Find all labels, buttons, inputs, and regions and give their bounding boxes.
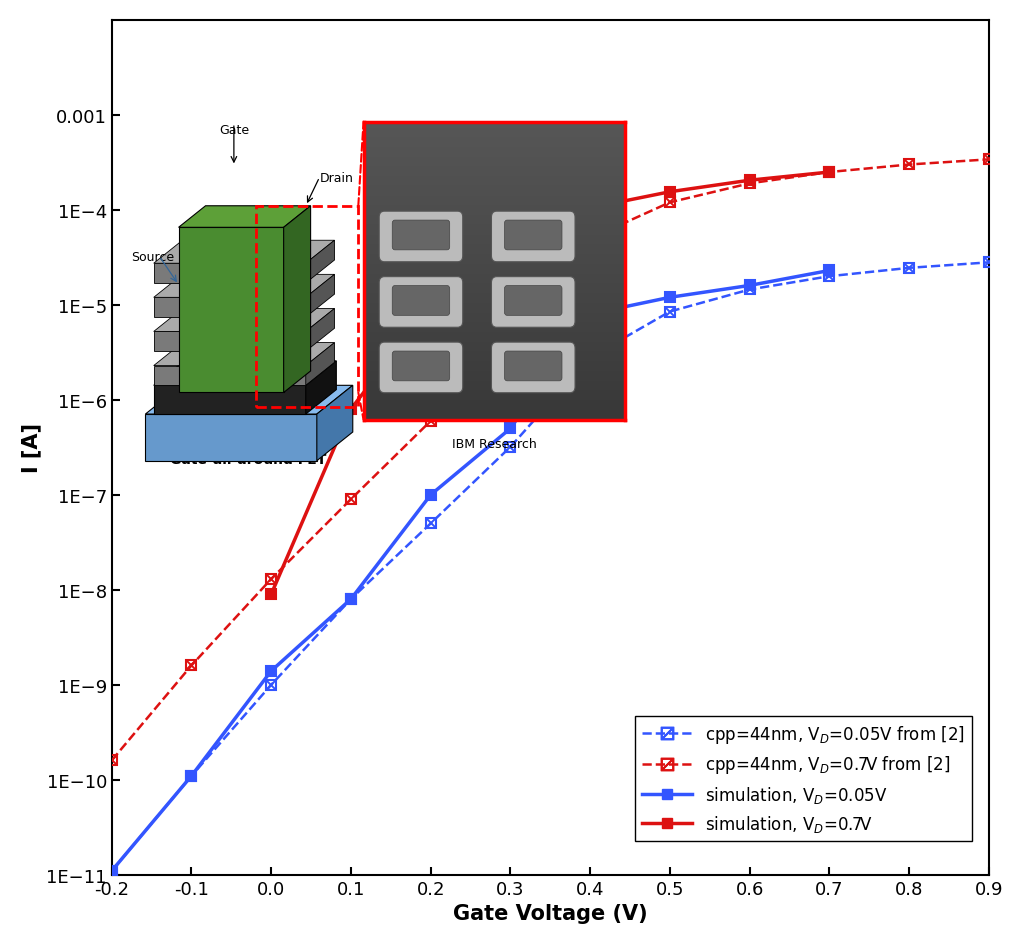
Polygon shape: [306, 309, 335, 352]
FancyBboxPatch shape: [379, 212, 463, 262]
Text: Gate-all-around FET: Gate-all-around FET: [170, 452, 326, 466]
FancyBboxPatch shape: [492, 278, 575, 328]
Polygon shape: [306, 241, 335, 283]
FancyBboxPatch shape: [492, 343, 575, 394]
FancyBboxPatch shape: [492, 212, 575, 262]
X-axis label: Gate Voltage (V): Gate Voltage (V): [453, 903, 647, 923]
Polygon shape: [178, 207, 310, 228]
Polygon shape: [154, 362, 336, 386]
Legend: cpp=44nm, V$_D$=0.05V from [2], cpp=44nm, V$_D$=0.7V from [2], simulation, V$_D$: cpp=44nm, V$_D$=0.05V from [2], cpp=44nm…: [636, 716, 972, 841]
FancyBboxPatch shape: [379, 278, 463, 328]
Polygon shape: [154, 298, 306, 318]
Polygon shape: [306, 362, 336, 414]
Text: Source: Source: [131, 250, 175, 263]
Polygon shape: [306, 344, 335, 386]
Polygon shape: [154, 332, 306, 352]
Polygon shape: [145, 414, 316, 462]
FancyBboxPatch shape: [505, 352, 562, 381]
FancyBboxPatch shape: [392, 221, 450, 250]
Y-axis label: I [A]: I [A]: [20, 423, 41, 473]
Polygon shape: [316, 386, 352, 462]
FancyBboxPatch shape: [392, 286, 450, 316]
Polygon shape: [154, 241, 335, 264]
Polygon shape: [154, 275, 335, 298]
Text: Gate: Gate: [219, 124, 249, 137]
Polygon shape: [178, 228, 284, 393]
Text: IBM Research: IBM Research: [452, 438, 537, 451]
Polygon shape: [154, 264, 306, 283]
FancyBboxPatch shape: [379, 343, 463, 394]
FancyBboxPatch shape: [505, 286, 562, 316]
Polygon shape: [154, 366, 306, 386]
Polygon shape: [284, 207, 310, 393]
Text: Drain: Drain: [319, 172, 353, 184]
FancyBboxPatch shape: [505, 221, 562, 250]
Polygon shape: [154, 386, 306, 414]
Polygon shape: [145, 386, 352, 414]
Polygon shape: [306, 275, 335, 318]
FancyBboxPatch shape: [392, 352, 450, 381]
Polygon shape: [154, 344, 335, 366]
Polygon shape: [154, 309, 335, 332]
